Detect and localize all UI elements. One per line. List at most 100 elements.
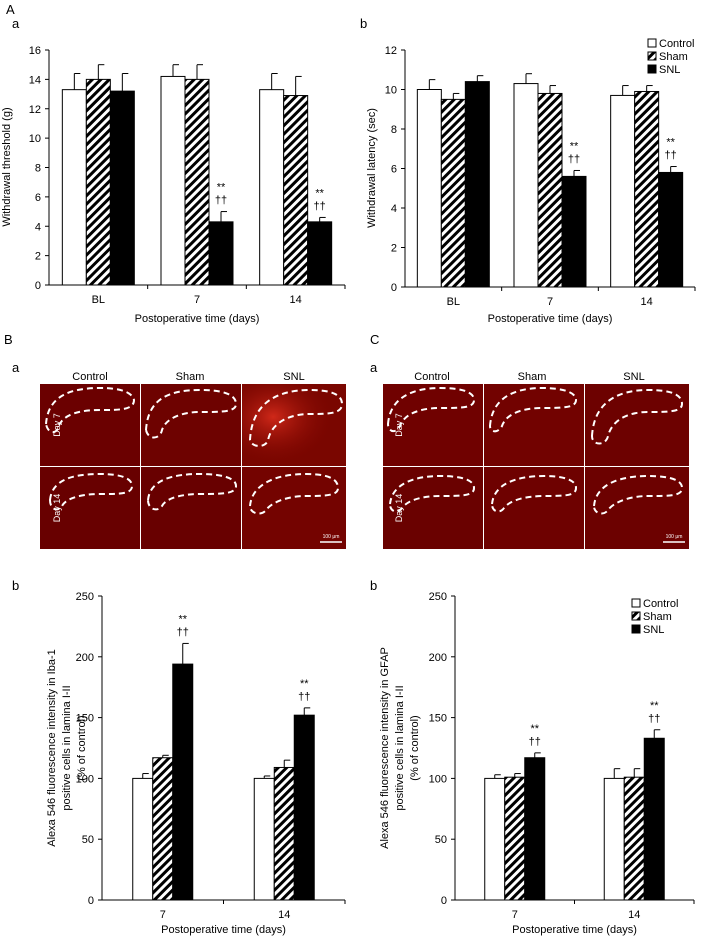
panel-label-C: C — [370, 332, 379, 347]
y-tick-label: 0 — [35, 280, 41, 292]
bar-control — [603, 777, 625, 901]
y-axis-title: Withdrawal threshold (g) — [1, 107, 13, 226]
panel-label-A-a: a — [12, 16, 20, 31]
y-tick-label: 250 — [76, 591, 94, 603]
x-tick-label: 14 — [628, 909, 640, 921]
legend-swatch-control — [647, 38, 657, 48]
y-tick-label: 200 — [76, 652, 94, 664]
y-tick-label: 50 — [435, 834, 447, 846]
y-tick-label: 0 — [441, 895, 447, 907]
legend-swatch-control — [631, 598, 641, 608]
bar-control — [259, 89, 285, 286]
y-tick-label: 150 — [76, 713, 94, 725]
bar-control — [160, 75, 186, 286]
bar-sham — [634, 90, 660, 288]
significance-mark: ** — [315, 187, 324, 199]
y-tick-label: 16 — [29, 45, 41, 57]
significance-mark: ** — [217, 182, 226, 194]
bar-sham — [283, 95, 309, 286]
micro-C-day14-control-outline — [388, 474, 476, 513]
micro-C-day14-snl — [585, 467, 689, 549]
bar-snl — [464, 81, 490, 288]
micro-B-row-day14: Day 14 — [52, 494, 62, 523]
bar-sham — [184, 78, 210, 286]
significance-mark: †† — [665, 150, 677, 162]
significance-mark: †† — [177, 626, 189, 638]
y-axis-title-line: positive cells in lamina I-II — [61, 685, 73, 810]
bar-control — [61, 89, 87, 286]
legend-label-control: Control — [659, 38, 694, 50]
significance-mark: ** — [666, 137, 675, 149]
micro-C-day14-snl-outline — [592, 474, 684, 515]
y-tick-label: 100 — [76, 773, 94, 785]
bar-control — [253, 777, 275, 901]
y-tick-label: 8 — [35, 163, 41, 175]
bar-control — [484, 777, 506, 901]
bar-snl — [109, 90, 135, 286]
significance-mark: †† — [648, 713, 660, 725]
micro-B-day14-sham — [141, 467, 241, 549]
y-tick-label: 250 — [429, 591, 447, 603]
significance-mark: ** — [530, 723, 539, 735]
panel-label-A: A — [6, 2, 15, 17]
bar-sham — [152, 757, 174, 901]
panel-label-B-a: a — [12, 360, 20, 375]
x-tick-label: 7 — [194, 294, 200, 306]
significance-mark: ** — [178, 613, 187, 625]
bar-sham — [440, 98, 466, 288]
significance-mark: ** — [300, 678, 309, 690]
micro-C-day14-sham — [484, 467, 584, 549]
bar-snl — [643, 737, 665, 901]
legend-swatch-snl — [647, 64, 657, 74]
y-tick-label: 150 — [429, 713, 447, 725]
y-tick-label: 2 — [35, 251, 41, 263]
y-axis-title-line: (% of control) — [76, 715, 88, 780]
bar-sham — [85, 78, 111, 286]
y-tick-label: 4 — [35, 221, 41, 233]
micro-C-day7-sham-outline — [488, 386, 578, 433]
significance-mark: †† — [215, 195, 227, 207]
y-tick-label: 6 — [35, 192, 41, 204]
panel-label-B-b: b — [12, 578, 19, 593]
micro-B-day7-control — [40, 384, 140, 466]
micro-B-scale-label: 100 μm — [323, 534, 340, 540]
micro-B-col-snl: SNL — [283, 371, 304, 383]
x-tick-label: BL — [92, 294, 105, 306]
micro-C-col-snl: SNL — [623, 371, 644, 383]
bar-snl — [172, 663, 194, 901]
bar-control — [610, 94, 636, 288]
y-tick-label: 12 — [385, 45, 397, 57]
y-tick-label: 50 — [82, 834, 94, 846]
significance-mark: †† — [298, 691, 310, 703]
micro-B-day14-sham-outline — [146, 472, 238, 511]
y-tick-label: 6 — [391, 164, 397, 176]
micro-C-row-day7: Day 7 — [394, 413, 404, 437]
x-tick-label: 14 — [290, 294, 302, 306]
micro-C-day14-control — [383, 467, 483, 549]
x-tick-label: BL — [447, 296, 460, 308]
legend-label-control: Control — [643, 598, 678, 610]
bar-snl — [293, 714, 315, 901]
micro-C-col-sham: Sham — [518, 371, 547, 383]
micrograph-panel-B: Control Sham SNL Day 7 Day 14 100 μm — [40, 371, 346, 549]
x-tick-label: 7 — [512, 909, 518, 921]
y-tick-label: 0 — [391, 282, 397, 294]
micro-C-day7-snl — [585, 384, 689, 466]
x-tick-label: 7 — [547, 296, 553, 308]
bar-sham — [537, 92, 563, 288]
significance-mark: †† — [529, 736, 541, 748]
micrograph-panel-C: Control Sham SNL Day 7 Day 14 100 μm — [383, 371, 689, 549]
legend-label-sham: Sham — [659, 51, 688, 63]
bar-control — [416, 89, 442, 288]
legend-swatch-sham — [631, 611, 641, 621]
panel-label-C-a: a — [370, 360, 378, 375]
y-tick-label: 200 — [429, 652, 447, 664]
legend-label-sham: Sham — [643, 611, 672, 623]
bar-snl — [208, 221, 234, 286]
micro-B-day14-snl — [242, 467, 346, 549]
micro-C-scale-label: 100 μm — [666, 534, 683, 540]
bar-control — [132, 777, 154, 901]
